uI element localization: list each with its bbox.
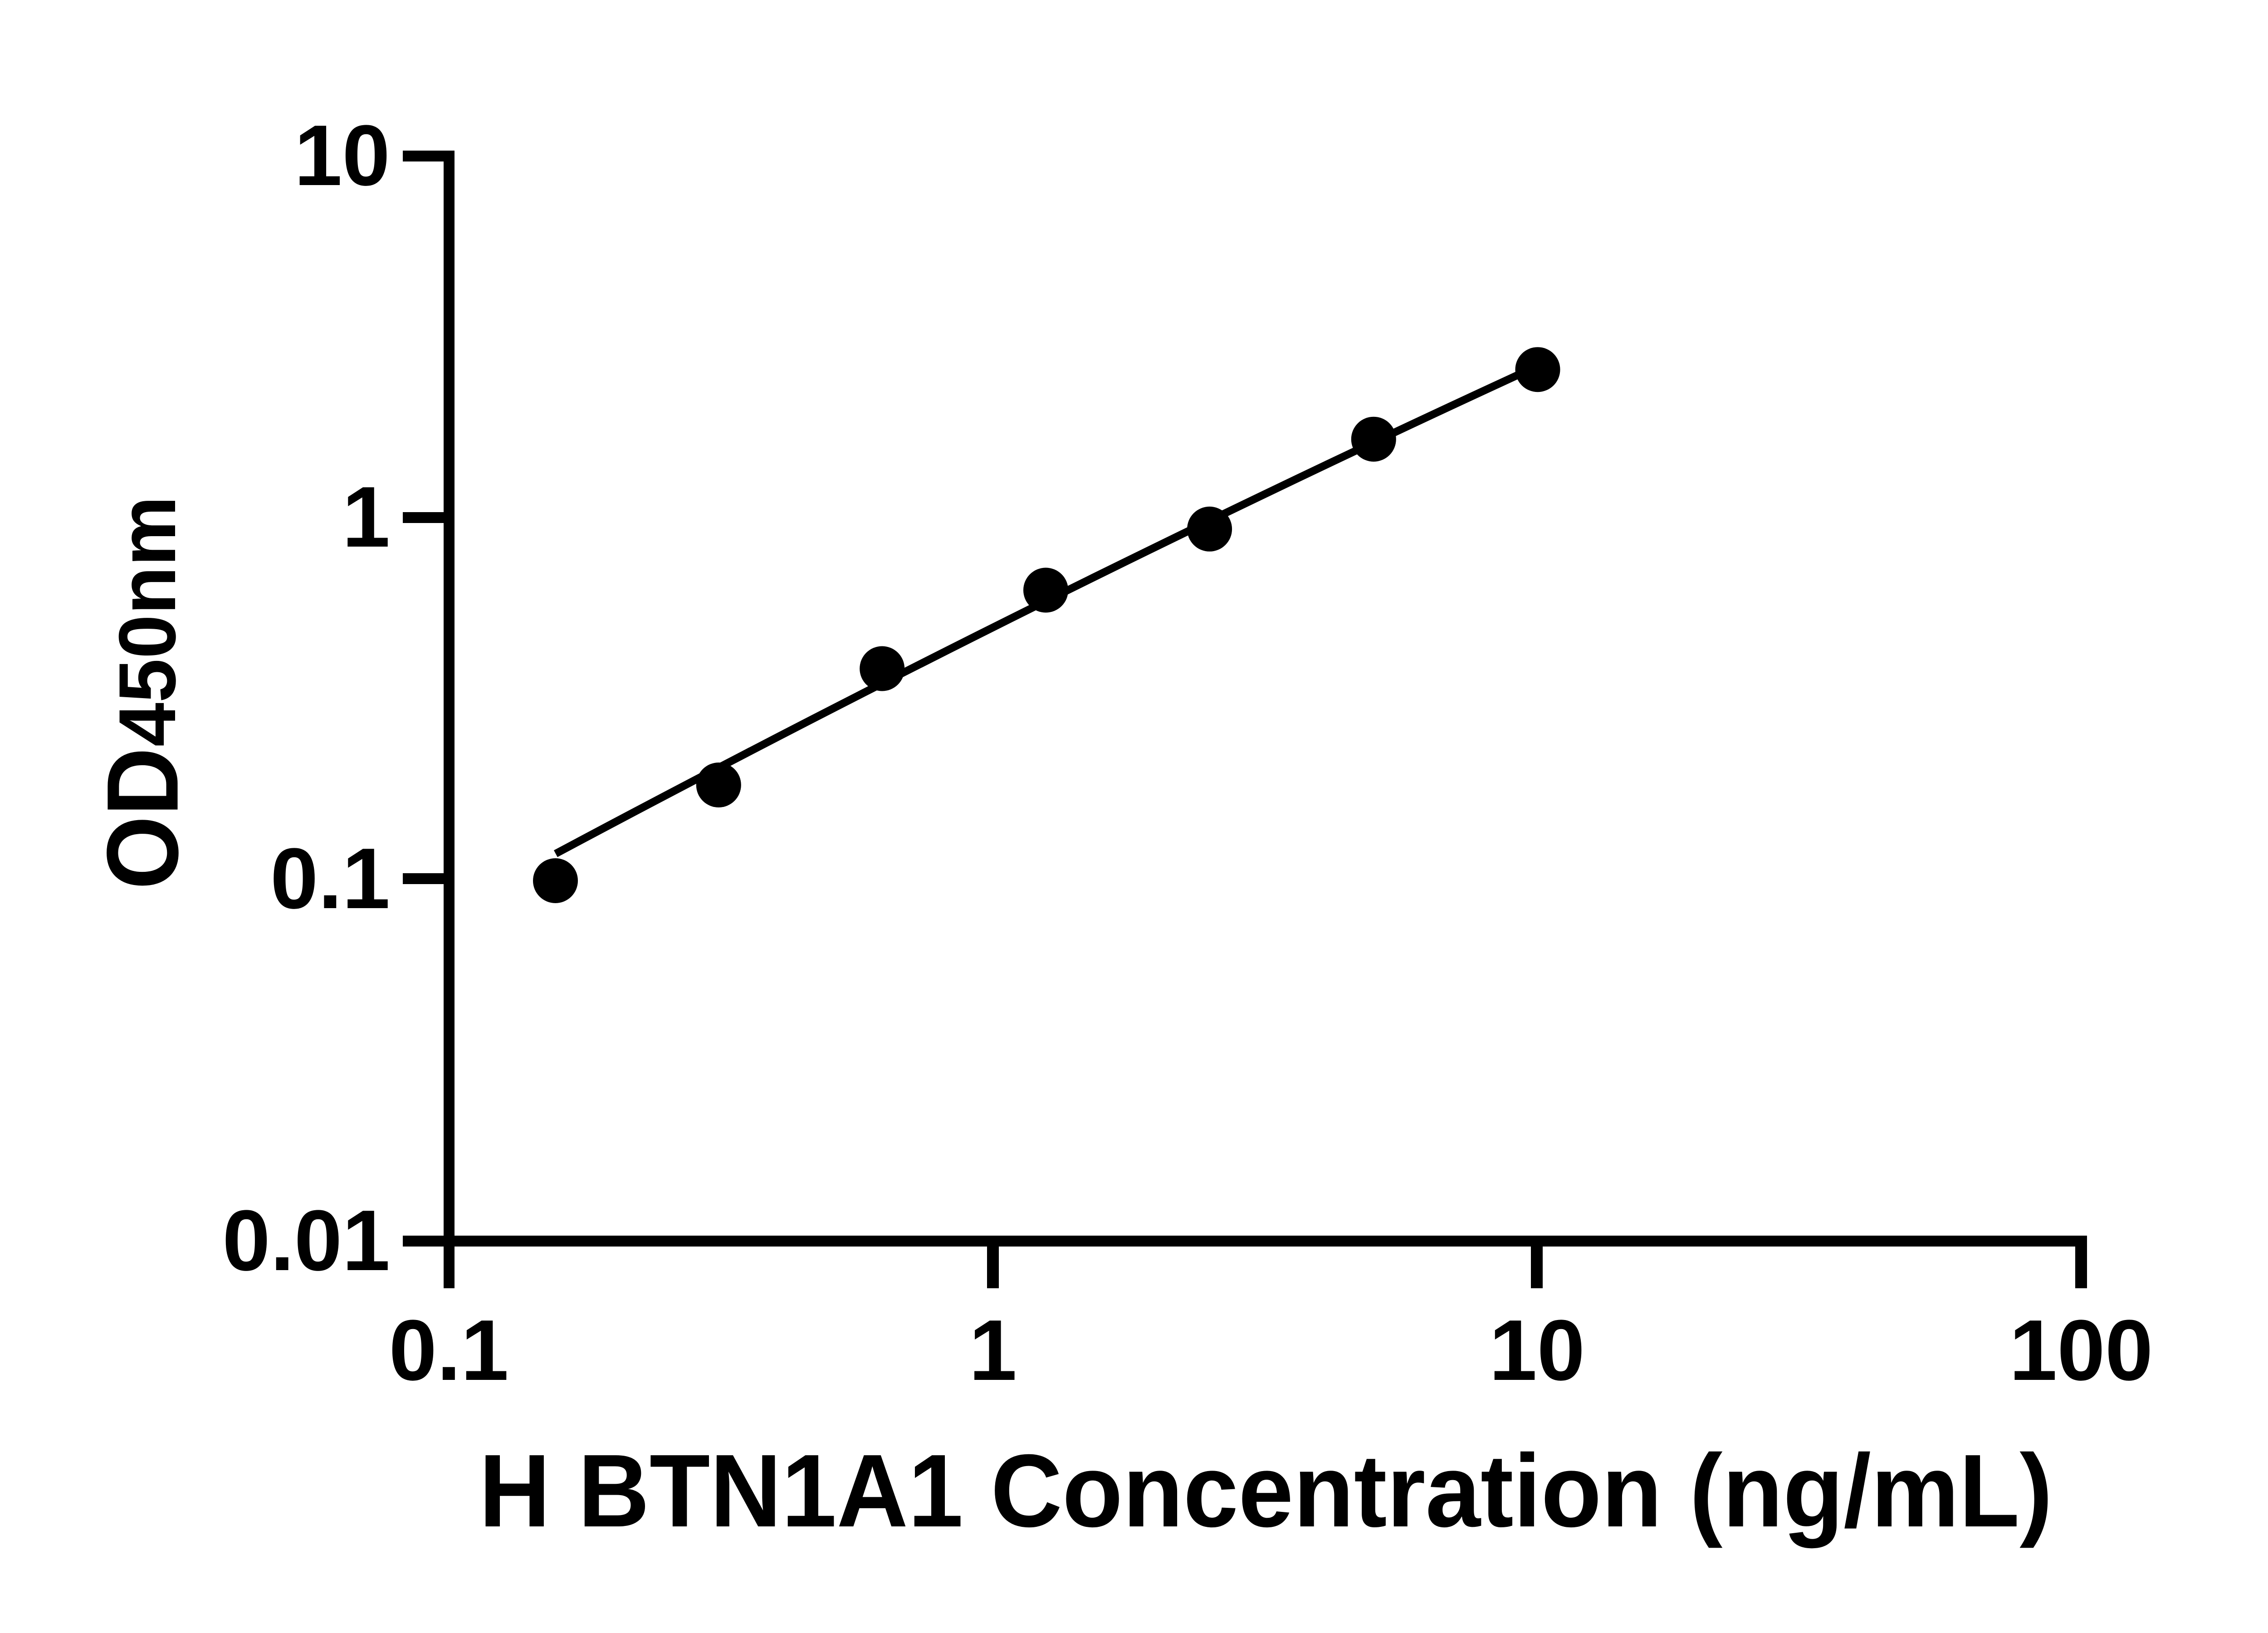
- svg-text:0.01: 0.01: [222, 1193, 390, 1289]
- svg-text:1: 1: [969, 1302, 1017, 1398]
- svg-text:450nm: 450nm: [102, 496, 192, 747]
- svg-text:1: 1: [342, 469, 390, 565]
- svg-text:10: 10: [1489, 1302, 1585, 1398]
- svg-text:0.1: 0.1: [270, 831, 390, 927]
- svg-text:OD: OD: [86, 748, 199, 890]
- svg-text:100: 100: [2009, 1302, 2153, 1398]
- svg-text:10: 10: [294, 108, 390, 204]
- svg-text:H BTN1A1 Concentration (ng/mL): H BTN1A1 Concentration (ng/mL): [479, 1433, 2053, 1549]
- svg-text:0.1: 0.1: [389, 1302, 508, 1398]
